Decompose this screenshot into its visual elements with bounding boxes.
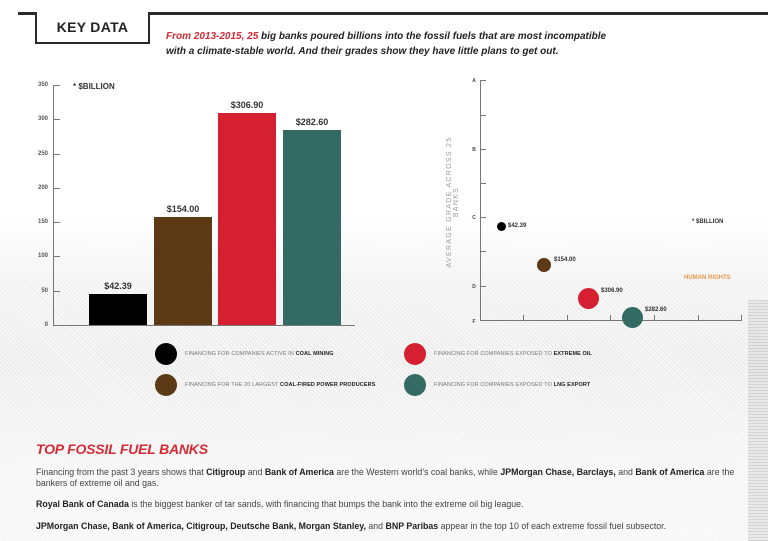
y-tick-label: 300 xyxy=(37,116,48,122)
bar-chart: 350 300 250 200 150 100 50 0 * $BILLION … xyxy=(0,75,360,335)
y-tick xyxy=(53,291,60,292)
legend-swatch xyxy=(404,343,426,365)
y-tick xyxy=(53,222,60,223)
scatter-y-tick xyxy=(480,80,486,81)
scatter-x-tick xyxy=(741,315,742,320)
y-tick-label: 350 xyxy=(37,82,48,88)
intro-highlight: From 2013-2015, 25 xyxy=(166,31,259,42)
paragraph-tar-sands: Royal Bank of Canada is the biggest bank… xyxy=(36,499,524,509)
scatter-y-axis-title: AVERAGE GRADE ACROSS 25 BANKS xyxy=(446,136,460,268)
scatter-point-coal-mining xyxy=(497,222,506,231)
y-tick xyxy=(53,85,60,86)
header-rule xyxy=(18,12,768,15)
scatter-x-axis xyxy=(480,320,742,321)
bar-value-label: $306.90 xyxy=(230,100,264,110)
y-tick-label: 50 xyxy=(41,288,48,294)
bar-chart-unit: * $BILLION xyxy=(73,82,115,91)
scatter-x-tick xyxy=(567,315,568,320)
intro-line1: big banks poured billions into the fossi… xyxy=(258,31,607,42)
grade-label-b: B xyxy=(472,147,476,153)
intro-text: From 2013-2015, 25 big banks poured bill… xyxy=(166,29,646,59)
y-tick xyxy=(53,154,60,155)
scatter-point-label: $154.00 xyxy=(554,257,576,263)
bar-lng-export xyxy=(283,130,341,325)
legend-swatch xyxy=(404,374,426,396)
chart-legend: FINANCING FOR COMPANIES ACTIVE IN COAL M… xyxy=(155,343,592,401)
y-tick-label: 100 xyxy=(37,253,48,259)
legend-item-lng-export: FINANCING FOR COMPANIES EXPOSED TO LNG E… xyxy=(404,374,590,396)
scatter-y-tick xyxy=(480,115,486,116)
paragraph-top-10: JPMorgan Chase, Bank of America, Citigro… xyxy=(36,521,667,531)
scatter-point-coal-power xyxy=(537,258,551,272)
scatter-y-tick xyxy=(480,183,486,184)
scatter-point-label: $306.90 xyxy=(601,288,623,294)
y-tick-label: 250 xyxy=(37,151,48,157)
scatter-point-label: $282.60 xyxy=(645,307,667,313)
bar-chart-x-axis xyxy=(53,325,355,326)
key-data-label: KEY DATA xyxy=(35,12,150,44)
grade-label-f: F xyxy=(472,319,476,325)
scatter-y-axis xyxy=(480,80,481,320)
grade-scatter-chart: AVERAGE GRADE ACROSS 25 BANKS A B C D F … xyxy=(440,75,760,340)
y-tick-label: 0 xyxy=(44,322,48,328)
y-tick xyxy=(53,256,60,257)
bar-value-label: $154.00 xyxy=(166,204,200,214)
legend-swatch xyxy=(155,374,177,396)
bar-coal-power xyxy=(154,217,212,325)
legend-item-coal-mining: FINANCING FOR COMPANIES ACTIVE IN COAL M… xyxy=(155,343,334,365)
scatter-x-tick xyxy=(523,315,524,320)
bar-chart-y-axis xyxy=(53,85,54,325)
scatter-unit: * $BILLION xyxy=(692,219,724,225)
scatter-point-label: $42.39 xyxy=(508,223,527,229)
scatter-point-lng-export xyxy=(622,307,643,328)
bar-value-label: $282.60 xyxy=(295,117,329,127)
section-title: TOP FOSSIL FUEL BANKS xyxy=(36,441,208,457)
paragraph-coal-banks: Financing from the past 3 years shows th… xyxy=(36,467,735,488)
legend-item-extreme-oil: FINANCING FOR COMPANIES EXPOSED TO EXTRE… xyxy=(404,343,592,365)
background-texture xyxy=(0,215,768,541)
legend-item-coal-power: FINANCING FOR THE 20 LARGEST COAL-FIRED … xyxy=(155,374,376,396)
scatter-x-tick xyxy=(610,315,611,320)
scatter-y-tick xyxy=(480,251,486,252)
y-tick xyxy=(53,119,60,120)
scatter-y-tick xyxy=(480,149,486,150)
scatter-y-tick xyxy=(480,217,486,218)
intro-line2: with a climate-stable world. And their g… xyxy=(166,46,559,57)
y-tick-label: 200 xyxy=(37,185,48,191)
y-tick-label: 150 xyxy=(37,219,48,225)
scatter-point-extreme-oil xyxy=(578,288,599,309)
grade-label-c: C xyxy=(472,215,476,221)
bar-value-label: $42.39 xyxy=(104,281,132,291)
bar-coal-mining xyxy=(89,294,147,325)
scatter-x-tick xyxy=(698,315,699,320)
scatter-x-tick xyxy=(654,315,655,320)
legend-swatch xyxy=(155,343,177,365)
grade-label-d: D xyxy=(472,284,476,290)
scatter-y-tick xyxy=(480,286,486,287)
bar-extreme-oil xyxy=(218,113,276,325)
human-rights-annotation: HUMAN RIGHTS xyxy=(684,275,731,281)
grade-label-a: A xyxy=(472,78,476,84)
y-tick xyxy=(53,188,60,189)
background-texture-edge xyxy=(748,300,768,541)
